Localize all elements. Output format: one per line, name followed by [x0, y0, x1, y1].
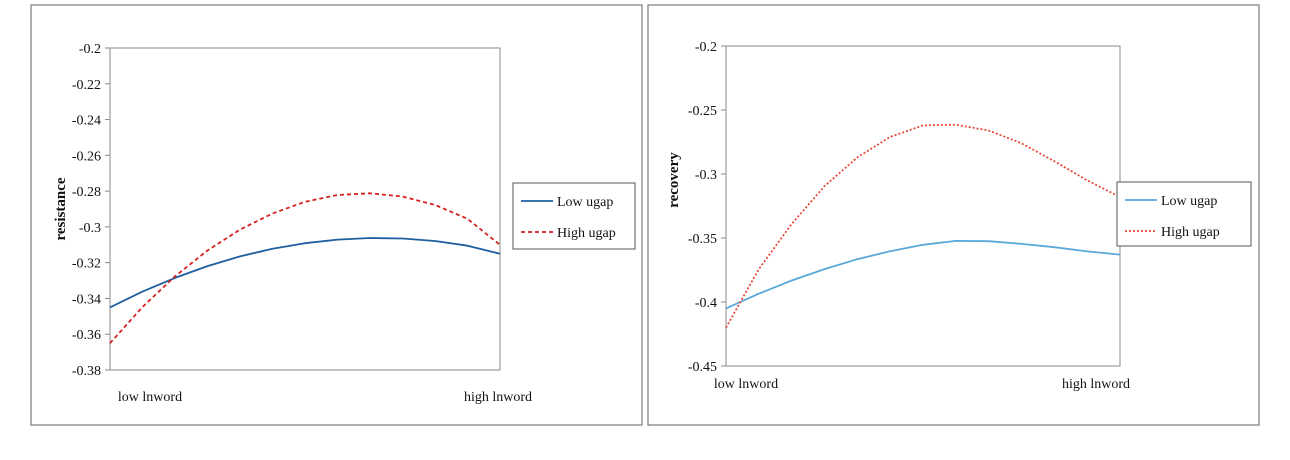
series-line-low-ugap: [725, 239, 1121, 310]
legend: Low ugap High ugap: [1116, 181, 1252, 247]
y-tick-label: -0.35: [688, 232, 717, 247]
left-panel-frame: [30, 4, 643, 426]
y-tick-label: -0.25: [688, 104, 717, 119]
y-tick-label: -0.45: [688, 360, 717, 375]
right-panel-frame: [647, 4, 1260, 426]
legend-label: High ugap: [1161, 225, 1220, 240]
legend-label: High ugap: [557, 226, 616, 241]
recovery-chart: -0.2 -0.25 -0.3 -0.35 -0.4 -0.45 low lnword hig…: [666, 40, 1252, 392]
legend: Low ugap High ugap: [512, 182, 636, 250]
legend-label: Low ugap: [1161, 194, 1217, 209]
y-axis-label: recovery: [666, 152, 682, 208]
legend-label: Low ugap: [557, 195, 613, 210]
resistance-chart: -0.2 -0.22 -0.24 -0.26 -0.28 -0.3 -0.32 -0.34 -0…: [53, 42, 636, 405]
series-line-high-ugap: [109, 192, 501, 344]
y-tick-label: -0.4: [695, 296, 717, 311]
y-tick-label: -0.3: [695, 168, 717, 183]
series-line-low-ugap: [109, 237, 501, 309]
x-tick-label: low lnword: [714, 377, 778, 392]
y-tick-label: -0.22: [72, 78, 101, 93]
y-tick-label: -0.24: [72, 114, 101, 129]
plot-area-border: [109, 47, 501, 371]
y-tick-label: -0.28: [72, 185, 101, 200]
y-tick-label: -0.2: [79, 42, 101, 57]
x-tick-label: high lnword: [1062, 377, 1130, 392]
plot-area-border: [725, 45, 1121, 367]
legend-box: [1116, 181, 1252, 247]
y-tick-label: -0.34: [72, 292, 101, 307]
x-tick-label: high lnword: [464, 390, 532, 405]
y-tick-label: -0.36: [72, 328, 101, 343]
y-tick-label: -0.2: [695, 40, 717, 55]
y-tick-label: -0.32: [72, 257, 101, 272]
y-tick-label: -0.38: [72, 364, 101, 379]
legend-box: [512, 182, 636, 250]
x-tick-label: low lnword: [118, 390, 182, 405]
y-axis-label: resistance: [53, 177, 69, 240]
y-tick-label: -0.3: [79, 221, 101, 236]
series-line-high-ugap: [725, 123, 1121, 329]
y-tick-label: -0.26: [72, 149, 101, 164]
